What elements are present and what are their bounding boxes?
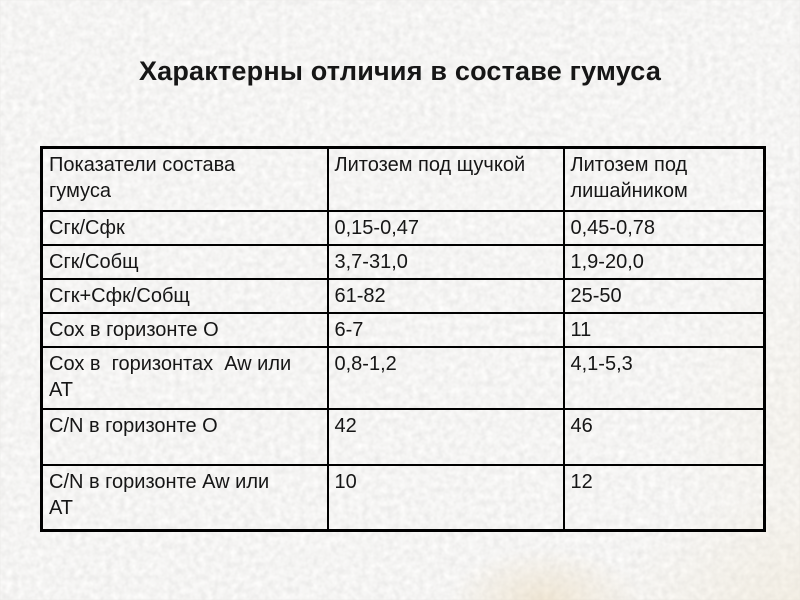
table-cell: 0,45-0,78 bbox=[562, 209, 766, 246]
table-cell: 1,9-20,0 bbox=[562, 243, 766, 280]
table-cell: 12 bbox=[562, 463, 766, 532]
table-row: C/N в горизонте Aw или АТ 10 12 bbox=[40, 463, 766, 532]
table-row: Сох в горизонте О 6-7 11 bbox=[40, 311, 766, 348]
table-cell: 6-7 bbox=[326, 311, 565, 348]
table-cell: 0,8-1,2 bbox=[326, 345, 565, 410]
table-cell: 4,1-5,3 bbox=[562, 345, 766, 410]
table-cell: 0,15-0,47 bbox=[326, 209, 565, 246]
row-label: Сох в горизонте О bbox=[40, 311, 329, 348]
row-label: Сох в горизонтах Aw или АТ bbox=[40, 345, 329, 410]
column-header-lithozem-lichen: Литозем под лишайником bbox=[562, 146, 766, 212]
table-cell: 10 bbox=[326, 463, 565, 532]
row-label: Сгк/Собщ bbox=[40, 243, 329, 280]
table-cell: 42 bbox=[326, 407, 565, 466]
row-label: C/N в горизонте Aw или АТ bbox=[40, 463, 329, 532]
table-cell: 61-82 bbox=[326, 277, 565, 314]
table-row: Сгк+Сфк/Собщ 61-82 25-50 bbox=[40, 277, 766, 314]
column-header-lithozem-tussock: Литозем под щучкой bbox=[326, 146, 565, 212]
table-cell: 25-50 bbox=[562, 277, 766, 314]
row-label: Сгк/Сфк bbox=[40, 209, 329, 246]
table-cell: 11 bbox=[562, 311, 766, 348]
column-header-indicators: Показатели состава гумуса bbox=[40, 146, 329, 212]
row-label: Сгк+Сфк/Собщ bbox=[40, 277, 329, 314]
table-header-row: Показатели состава гумуса Литозем под щу… bbox=[40, 146, 766, 212]
table-cell: 46 bbox=[562, 407, 766, 466]
row-label: C/N в горизонте О bbox=[40, 407, 329, 466]
table-row: C/N в горизонте О 42 46 bbox=[40, 407, 766, 466]
table-row: Сгк/Сфк 0,15-0,47 0,45-0,78 bbox=[40, 209, 766, 246]
table-row: Сгк/Собщ 3,7-31,0 1,9-20,0 bbox=[40, 243, 766, 280]
table-cell: 3,7-31,0 bbox=[326, 243, 565, 280]
table-row: Сох в горизонтах Aw или АТ 0,8-1,2 4,1-5… bbox=[40, 345, 766, 410]
slide-title: Характерны отличия в составе гумуса bbox=[138, 56, 662, 86]
humus-composition-table: Показатели состава гумуса Литозем под щу… bbox=[40, 146, 766, 532]
